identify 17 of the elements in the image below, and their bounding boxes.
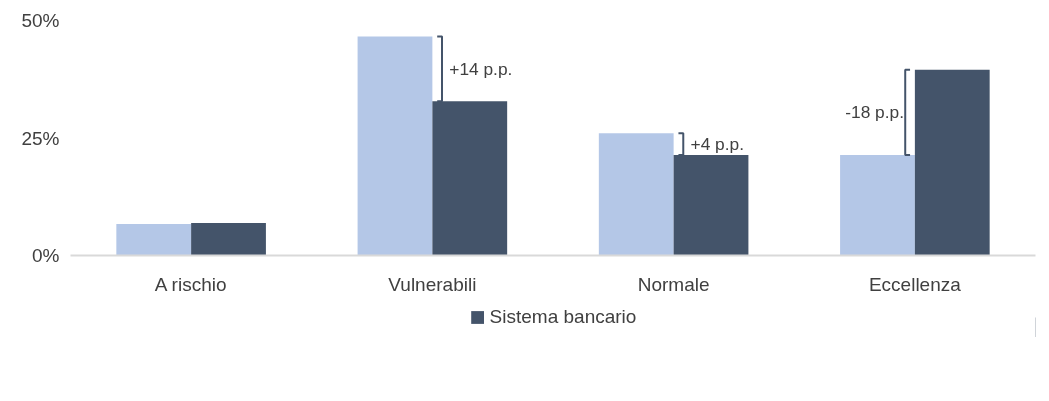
y-tick-label: 0% [32, 245, 60, 266]
bar [357, 36, 433, 256]
bar [116, 224, 192, 256]
y-tick-label: 50% [21, 10, 60, 31]
annotation: +4 p.p. [690, 134, 744, 155]
x-tick-label: Vulnerabili [388, 273, 477, 295]
bar [598, 133, 674, 256]
x-tick-label: A rischio [154, 273, 227, 295]
x-tick-label: Normale [637, 273, 710, 295]
annotation: +14 p.p. [449, 58, 513, 79]
bar [914, 69, 990, 256]
annotation: -18 p.p. [845, 102, 905, 123]
y-tick-label: 25% [21, 127, 60, 149]
bar [191, 223, 266, 256]
x-tick-label: Eccellenza [868, 273, 962, 295]
legend-label: Sistema bancario [489, 306, 637, 328]
bar [840, 154, 915, 256]
